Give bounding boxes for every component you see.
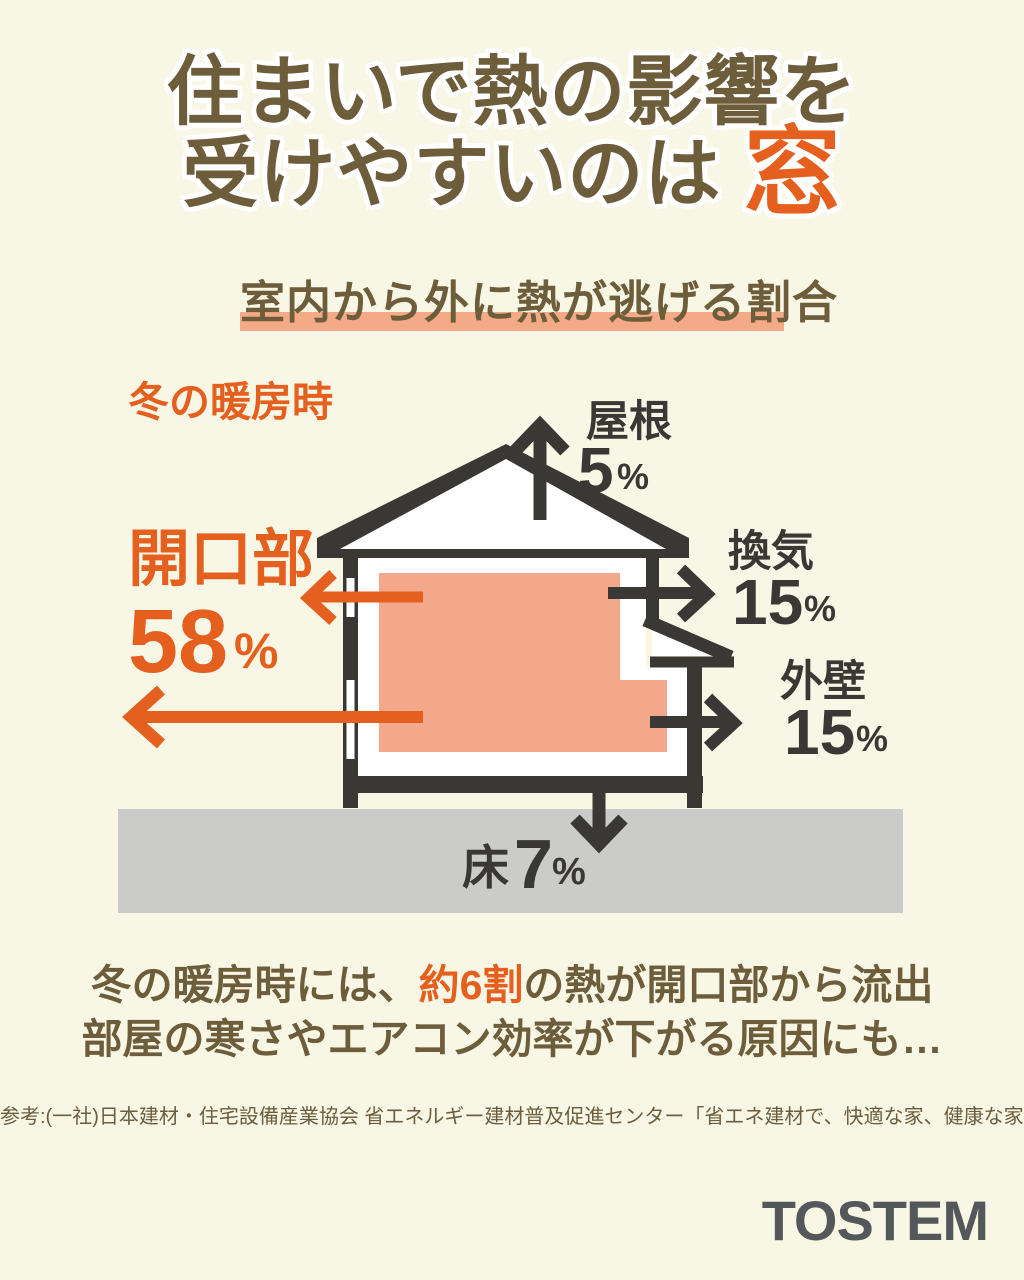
summary-line1-before: 冬の暖房時には、	[90, 962, 419, 1008]
exterior-wall-value: 15	[784, 696, 855, 768]
subtitle: 室内から外に熱が逃げる割合	[240, 266, 839, 331]
ventilation-arrow	[608, 564, 716, 623]
summary-line1-after: の熱が開口部から流出	[523, 962, 934, 1008]
roof-unit: %	[617, 456, 649, 497]
roof-label: 屋根	[586, 398, 672, 446]
exterior-wall-arrow	[650, 693, 743, 752]
secondary-roof-slope	[642, 614, 734, 663]
roof-value: 5	[578, 434, 614, 506]
summary-line1-highlight: 約6割	[418, 962, 524, 1008]
page-title-line2: 受けやすいのは 窓	[0, 124, 1024, 221]
opening-arrow-upper	[299, 570, 423, 626]
opening-label: 開口部	[128, 525, 314, 594]
page-title-highlight-window: 窓	[743, 118, 842, 228]
subtitle-underline-bar	[240, 312, 784, 331]
floor-value: 7	[514, 825, 553, 903]
heated-zone	[379, 573, 667, 752]
page-title: 住まいで熱の影響を 受けやすいのは 窓	[0, 50, 1024, 221]
exterior-wall-label: 外壁	[780, 658, 866, 706]
exterior-wall-unit: %	[856, 718, 888, 759]
page-title-line1: 住まいで熱の影響を	[166, 50, 858, 135]
roof-arrow	[510, 415, 570, 520]
opening-value: 58	[128, 592, 228, 692]
right-upper-wall	[646, 550, 659, 622]
right-lower-wall	[687, 660, 702, 808]
source-footnote: 参考:(一社)日本建材・住宅設備産業協会 省エネルギー建材普及促進センター「省エ…	[0, 1106, 1024, 1128]
summary-text: 冬の暖房時には、約6割の熱が開口部から流出 部屋の寒さやエアコン効率が下がる原因…	[0, 958, 1024, 1066]
opening-unit: %	[234, 623, 278, 679]
floor-unit: %	[552, 851, 586, 893]
floor-slab	[343, 776, 703, 793]
ground-band	[118, 809, 903, 913]
floor-arrow	[570, 790, 628, 854]
condition-label: 冬の暖房時	[128, 379, 333, 425]
ventilation-value: 15	[732, 566, 803, 638]
subtitle-text: 室内から外に熱が逃げる割合	[240, 277, 839, 328]
tostem-logo: TOSTEM	[761, 1189, 989, 1252]
summary-line2: 部屋の寒さやエアコン効率が下がる原因にも…	[81, 1016, 943, 1063]
opening-arrow-lower	[122, 685, 423, 749]
floor-label: 床	[462, 841, 509, 894]
summary-line1: 冬の暖房時には、約6割の熱が開口部から流出	[0, 958, 1024, 1012]
house-roof-inner	[340, 459, 666, 549]
ventilation-unit: %	[804, 588, 836, 629]
house-heat-loss-diagram: 冬の暖房時 開口部 58 % 屋根 5 % 換気 15 % 外壁 15 % 床 …	[118, 379, 903, 913]
ventilation-label: 換気	[728, 528, 814, 576]
page-title-line2-text: 受けやすいのは	[182, 132, 744, 218]
